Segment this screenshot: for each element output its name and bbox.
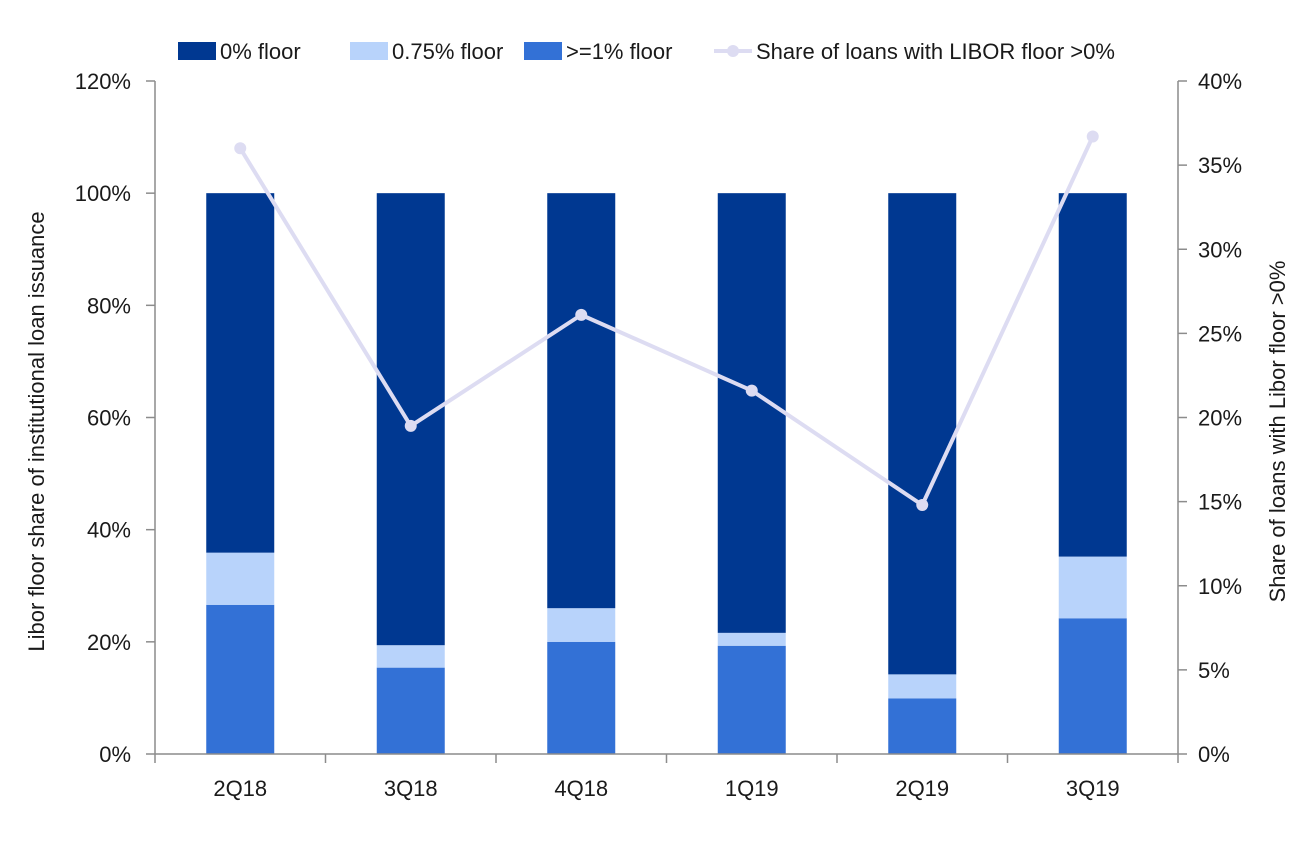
bar-gte1pct-floor-3q18	[376, 667, 445, 754]
line-series	[234, 130, 1099, 511]
bar-0-75pct-floor-4q18	[547, 608, 616, 642]
bar-0-75pct-floor-3q18	[376, 645, 445, 668]
bar-0pct-floor-2q19	[888, 193, 957, 675]
line-point-4q18	[575, 308, 588, 321]
y-tick-label: 120%	[75, 69, 131, 94]
line-share-of-loans-with-libor-floor-gt0pct	[238, 135, 1095, 507]
y2-tick-label: 25%	[1198, 321, 1242, 346]
bars	[206, 193, 1127, 754]
bar-0pct-floor-3q19	[1058, 193, 1127, 557]
y2-tick-label: 10%	[1198, 574, 1242, 599]
x-tick-label: 3Q18	[384, 776, 438, 801]
line-point-1q19	[745, 384, 758, 397]
bar-0pct-floor-2q18	[206, 193, 275, 553]
y2-tick-label: 30%	[1198, 237, 1242, 262]
bar-0-75pct-floor-2q18	[206, 552, 275, 605]
bar-0-75pct-floor-1q19	[717, 632, 786, 646]
y2-tick-label: 40%	[1198, 69, 1242, 94]
legend-label-0pct-floor: 0% floor	[220, 39, 301, 64]
legend-label-share-of-loans-with-libor-floor-gt0pct: Share of loans with LIBOR floor >0%	[756, 39, 1115, 64]
legend-swatch-gte1pct-floor	[524, 42, 562, 60]
y-axis-title: Libor floor share of institutional loan …	[24, 211, 49, 651]
x-tick-label: 3Q19	[1066, 776, 1120, 801]
legend-swatch-0-75pct-floor	[350, 42, 388, 60]
x-tick-label: 2Q19	[895, 776, 949, 801]
y2-tick-label: 0%	[1198, 742, 1230, 767]
legend-swatch-0pct-floor	[178, 42, 216, 60]
y-tick-label: 40%	[87, 518, 131, 543]
y-tick-label: 80%	[87, 293, 131, 318]
legend-label-gte1pct-floor: >=1% floor	[566, 39, 672, 64]
y2-tick-label: 20%	[1198, 406, 1242, 431]
y-tick-label: 20%	[87, 630, 131, 655]
bar-0-75pct-floor-2q19	[888, 674, 957, 699]
legend-label-0-75pct-floor: 0.75% floor	[392, 39, 503, 64]
bar-0-75pct-floor-3q19	[1058, 556, 1127, 619]
y2-tick-label: 35%	[1198, 153, 1242, 178]
y-tick-label: 60%	[87, 406, 131, 431]
legend-swatch-marker	[727, 45, 739, 57]
y2-tick-label: 15%	[1198, 490, 1242, 515]
bar-0pct-floor-1q19	[717, 193, 786, 633]
x-tick-label: 1Q19	[725, 776, 779, 801]
y-tick-label: 100%	[75, 181, 131, 206]
y2-axis-title: Share of loans with Libor floor >0%	[1265, 261, 1290, 603]
legend: 0% floor 0.75% floor >=1% floor Share of lo…	[178, 39, 1115, 64]
axes: 0% 20% 40% 60% 80% 100% 120% 0% 5% 10% 15% 20% 25% 30…	[75, 69, 1242, 801]
x-tick-label: 4Q18	[554, 776, 608, 801]
line-point-2q18	[234, 142, 247, 155]
bar-0pct-floor-3q18	[376, 193, 445, 646]
line-point-2q19	[916, 498, 929, 511]
y-tick-label: 0%	[99, 742, 131, 767]
line-point-3q19	[1086, 130, 1099, 143]
x-tick-label: 2Q18	[213, 776, 267, 801]
bar-gte1pct-floor-3q19	[1058, 618, 1127, 754]
line-point-3q18	[404, 419, 417, 432]
bar-gte1pct-floor-2q19	[888, 698, 957, 754]
bar-gte1pct-floor-4q18	[547, 641, 616, 754]
bar-0pct-floor-4q18	[547, 193, 616, 609]
y2-tick-label: 5%	[1198, 658, 1230, 683]
bar-gte1pct-floor-2q18	[206, 604, 275, 754]
bar-gte1pct-floor-1q19	[717, 645, 786, 754]
